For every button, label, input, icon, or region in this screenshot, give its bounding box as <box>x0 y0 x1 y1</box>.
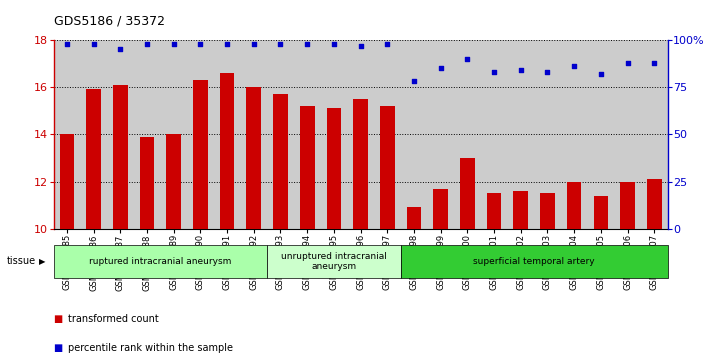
Bar <box>401 245 668 278</box>
Bar <box>647 179 662 229</box>
Point <box>195 41 206 46</box>
Bar <box>140 136 154 229</box>
Bar <box>166 134 181 229</box>
Text: superficial temporal artery: superficial temporal artery <box>473 257 595 266</box>
Bar <box>620 182 635 229</box>
Bar <box>246 87 261 229</box>
Point <box>408 78 420 84</box>
Point <box>488 69 500 75</box>
Bar <box>193 80 208 229</box>
Bar <box>353 99 368 229</box>
Point <box>515 67 526 73</box>
Bar <box>487 193 501 229</box>
Point <box>221 41 233 46</box>
Point <box>355 43 366 49</box>
Bar <box>86 90 101 229</box>
Bar <box>273 94 288 229</box>
Text: transformed count: transformed count <box>68 314 159 325</box>
Bar <box>380 106 395 229</box>
Bar <box>326 108 341 229</box>
Text: percentile rank within the sample: percentile rank within the sample <box>68 343 233 354</box>
Point <box>275 41 286 46</box>
Bar <box>513 191 528 229</box>
Text: ■: ■ <box>54 314 63 325</box>
Bar <box>593 196 608 229</box>
Point <box>114 46 126 52</box>
Text: ruptured intracranial aneurysm: ruptured intracranial aneurysm <box>89 257 231 266</box>
Text: unruptured intracranial
aneurysm: unruptured intracranial aneurysm <box>281 252 387 271</box>
Bar <box>567 182 581 229</box>
Point <box>648 60 660 65</box>
Text: GDS5186 / 35372: GDS5186 / 35372 <box>54 15 164 28</box>
Text: ▶: ▶ <box>39 257 46 266</box>
Point <box>248 41 259 46</box>
Text: tissue: tissue <box>7 256 36 266</box>
Bar <box>113 85 128 229</box>
Point <box>435 65 446 71</box>
Point <box>568 64 580 69</box>
Point <box>141 41 153 46</box>
Point <box>61 41 73 46</box>
Bar <box>54 245 267 278</box>
Point <box>328 41 340 46</box>
Bar <box>59 134 74 229</box>
Point <box>462 56 473 62</box>
Bar <box>540 193 555 229</box>
Point <box>542 69 553 75</box>
Bar <box>433 189 448 229</box>
Text: ■: ■ <box>54 343 63 354</box>
Bar <box>460 158 475 229</box>
Bar <box>300 106 314 229</box>
Point <box>622 60 633 65</box>
Point <box>595 71 607 77</box>
Point <box>301 41 313 46</box>
Point <box>168 41 179 46</box>
Bar <box>406 207 421 229</box>
Point <box>381 41 393 46</box>
Bar <box>267 245 401 278</box>
Bar <box>220 73 234 229</box>
Point <box>88 41 99 46</box>
